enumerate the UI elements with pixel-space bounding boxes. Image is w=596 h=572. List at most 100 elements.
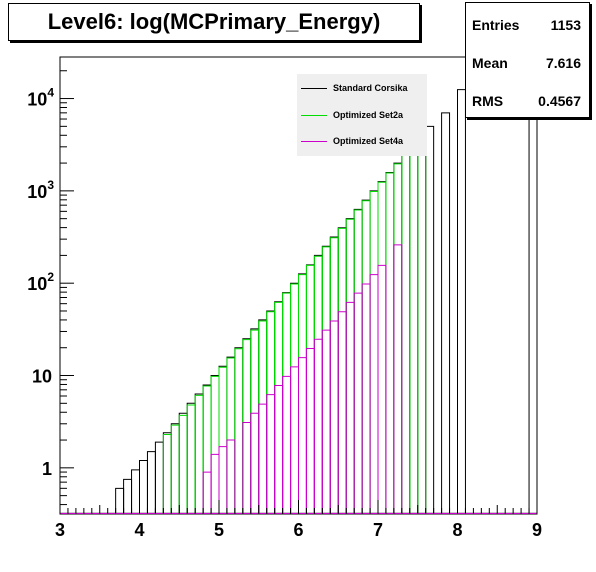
histogram-bin: [353, 209, 363, 514]
histogram-bin: [178, 414, 188, 514]
histogram-bin: [321, 246, 331, 514]
histogram-bin: [162, 433, 172, 514]
histogram-bin: [457, 89, 466, 514]
x-tick-label: 9: [532, 520, 542, 540]
x-tick-label: 3: [55, 520, 65, 540]
histogram-bin: [345, 218, 355, 514]
histogram-bin: [305, 264, 315, 514]
histogram-bin: [361, 283, 371, 514]
histogram-bin: [345, 218, 355, 514]
histogram-bin: [305, 348, 315, 514]
x-axis: 3 4 5 6 7 8 9: [55, 500, 542, 540]
stats-mean-value: 7.616: [545, 55, 581, 71]
histogram-bin: [409, 144, 419, 514]
x-tick-label: 6: [293, 520, 303, 540]
histogram-bin: [417, 134, 427, 514]
stats-rms-value: 0.4567: [538, 93, 581, 109]
histogram-bin: [258, 319, 268, 514]
histogram-bin: [313, 255, 323, 514]
histogram-bin: [170, 423, 180, 514]
histogram-bin: [305, 264, 315, 514]
histogram-bin: [528, 89, 537, 514]
histogram-bin: [361, 199, 371, 514]
histogram-bin: [298, 274, 307, 514]
histogram-bin: [194, 394, 204, 514]
histogram-bin: [178, 412, 188, 514]
stats-mean-label: Mean: [472, 55, 508, 71]
histogram-bin: [282, 375, 292, 514]
histogram-bin: [377, 264, 387, 514]
histogram-bin: [250, 412, 260, 514]
histogram-bin: [425, 125, 435, 514]
histogram-bin: [385, 172, 395, 514]
histogram-bin: [226, 439, 236, 514]
histogram-bin: [234, 348, 244, 514]
histogram-bin: [321, 329, 331, 514]
histogram-bin: [337, 311, 347, 514]
x-tick-label: 8: [452, 520, 462, 540]
histogram-bin: [186, 404, 196, 514]
y-axis: 1 10 102 103 104: [27, 70, 74, 506]
histogram-bin: [274, 384, 284, 514]
histogram-bin: [369, 191, 379, 514]
histogram-bin: [329, 236, 339, 514]
histogram-bin: [226, 356, 236, 514]
legend-label: Optimized Set4a: [333, 136, 404, 146]
histogram-bin: [202, 471, 212, 514]
histogram-bin: [329, 320, 339, 514]
y-tick-label: 10: [32, 367, 52, 387]
histogram-bin: [170, 424, 180, 514]
legend-label: Standard Corsika: [333, 83, 408, 93]
histogram-bin: [337, 227, 347, 514]
histogram-bin: [242, 339, 252, 514]
histogram-bin: [218, 365, 228, 514]
histogram-bin: [393, 162, 403, 514]
histogram-bin: [202, 384, 212, 514]
stats-entries: Entries 1153: [472, 15, 581, 35]
legend-swatch: [301, 140, 327, 142]
histogram-bin: [146, 451, 156, 514]
stats-box: Entries 1153 Mean 7.616 RMS 0.4567: [465, 2, 590, 118]
histogram-bin: [321, 245, 331, 514]
histogram-bin: [361, 200, 371, 514]
histogram-bin: [274, 301, 284, 514]
y-tick-label: 102: [27, 270, 54, 294]
histogram-bin: [274, 301, 284, 514]
histogram-bin: [401, 153, 411, 514]
x-tick-label: 5: [214, 520, 224, 540]
histogram-bin: [250, 328, 260, 514]
histogram-bin: [210, 453, 220, 514]
histogram-bin: [186, 402, 196, 514]
histogram-bin: [401, 154, 411, 514]
y-tick-label: 103: [27, 178, 54, 202]
histogram-bin: [369, 190, 379, 514]
histogram-bin: [266, 394, 276, 514]
legend-entry-optimized-set4a: Optimized Set4a: [301, 132, 423, 150]
chart-title-box: Level6: log(MCPrimary_Energy): [8, 3, 420, 41]
histogram-bin: [162, 432, 172, 514]
histogram-bin: [123, 478, 133, 514]
stats-rms-label: RMS: [472, 93, 504, 109]
legend-swatch: [301, 114, 327, 116]
histogram-bin: [115, 487, 125, 514]
histogram-bin: [258, 403, 268, 514]
stats-rms: RMS 0.4567: [472, 91, 581, 111]
legend: Standard Corsika Optimized Set2a Optimiz…: [297, 74, 427, 156]
stats-entries-label: Entries: [472, 17, 520, 33]
histogram-bin: [298, 357, 307, 514]
legend-entry-standard-corsika: Standard Corsika: [301, 79, 423, 97]
histogram-bin: [154, 441, 164, 514]
histogram-bin: [377, 181, 387, 514]
histogram-bin: [131, 469, 140, 514]
histogram-bin: [202, 385, 212, 514]
histogram-bin: [393, 244, 403, 514]
histogram-bin: [218, 446, 228, 514]
histogram-bin: [290, 366, 299, 514]
histogram-bin: [290, 282, 299, 514]
histogram-bin: [194, 393, 204, 514]
histogram-bin: [258, 320, 268, 514]
histogram-bin: [345, 301, 355, 514]
histogram-bin: [282, 292, 292, 514]
y-tick-label: 1: [42, 459, 52, 479]
histogram-bin: [234, 347, 244, 514]
